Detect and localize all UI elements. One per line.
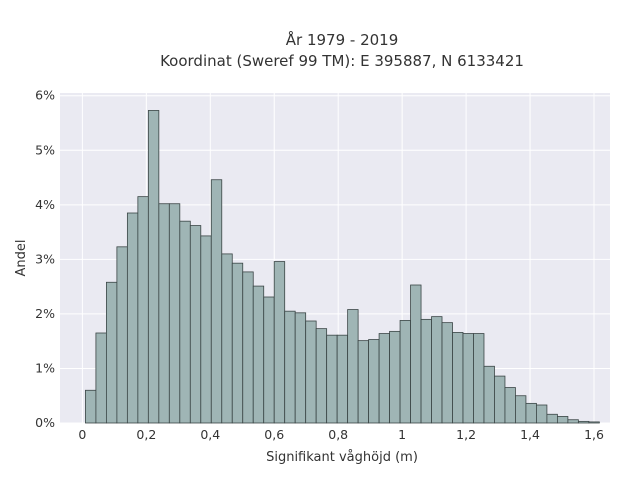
y-tick-label: 5% bbox=[35, 142, 55, 157]
histogram-bar bbox=[336, 334, 349, 424]
histogram-bar bbox=[263, 296, 275, 424]
histogram-bar bbox=[525, 402, 537, 424]
histogram-bar bbox=[515, 395, 527, 424]
histogram-bar bbox=[441, 322, 453, 424]
x-tick-label: 1 bbox=[398, 427, 406, 442]
histogram-bar bbox=[504, 387, 516, 424]
histogram-bar bbox=[399, 320, 411, 424]
histogram-bar bbox=[410, 284, 422, 424]
histogram-bar bbox=[389, 330, 401, 424]
histogram-bar bbox=[116, 246, 128, 424]
histogram-bar bbox=[577, 420, 590, 424]
histogram-bar bbox=[556, 416, 569, 424]
histogram-bar bbox=[546, 413, 558, 424]
histogram-bar bbox=[158, 203, 170, 424]
histogram-bar bbox=[378, 333, 390, 424]
histogram-bar bbox=[179, 220, 191, 424]
histogram-bar bbox=[347, 309, 359, 424]
histogram-bar bbox=[231, 262, 244, 424]
histogram-bar bbox=[368, 339, 380, 424]
y-tick-label: 3% bbox=[35, 251, 55, 266]
histogram-bar bbox=[221, 253, 233, 424]
histogram-bar bbox=[284, 310, 296, 424]
histogram-bar bbox=[200, 235, 212, 424]
x-tick-label: 0 bbox=[78, 427, 86, 442]
y-tick-label: 1% bbox=[35, 360, 55, 375]
histogram-bar bbox=[210, 179, 223, 424]
histogram-bar bbox=[452, 332, 464, 424]
histogram-bar bbox=[431, 316, 443, 424]
histogram-bar bbox=[483, 365, 495, 424]
x-tick-label: 0,4 bbox=[200, 427, 220, 442]
x-tick-label: 1,6 bbox=[584, 427, 604, 442]
histogram-bar bbox=[242, 271, 254, 424]
chart-title: År 1979 - 2019 bbox=[286, 30, 399, 49]
histogram-bar bbox=[189, 225, 202, 424]
x-axis-label: Signifikant våghöjd (m) bbox=[266, 450, 418, 465]
histogram-bar bbox=[126, 212, 139, 424]
histogram-bar bbox=[105, 281, 118, 424]
x-tick-label: 1,2 bbox=[456, 427, 476, 442]
histogram-bar bbox=[588, 421, 600, 424]
chart-subtitle: Koordinat (Sweref 99 TM): E 395887, N 61… bbox=[160, 52, 524, 70]
y-axis-ticks: 0% 1% 2% 3% 4% 5% 6% bbox=[35, 88, 55, 430]
histogram-bar bbox=[326, 334, 338, 424]
y-axis-label: Andel bbox=[14, 240, 29, 277]
histogram-bar bbox=[85, 389, 97, 424]
histogram-bar bbox=[273, 261, 286, 424]
histogram-bar bbox=[536, 404, 548, 424]
x-tick-label: 0,2 bbox=[136, 427, 156, 442]
histogram-bar bbox=[95, 332, 107, 424]
histogram-bar bbox=[294, 312, 307, 424]
y-tick-label: 0% bbox=[35, 415, 55, 430]
bars-group bbox=[85, 110, 600, 424]
histogram-bar bbox=[137, 196, 149, 424]
histogram-bar bbox=[315, 328, 328, 424]
y-tick-label: 2% bbox=[35, 306, 55, 321]
x-tick-label: 1,4 bbox=[520, 427, 540, 442]
histogram-bar bbox=[168, 203, 181, 424]
y-tick-label: 4% bbox=[35, 197, 55, 212]
histogram-bar bbox=[567, 419, 579, 424]
histogram-bar bbox=[305, 320, 317, 424]
y-tick-label: 6% bbox=[35, 88, 55, 103]
histogram-bar bbox=[252, 285, 265, 424]
histogram-bar bbox=[494, 375, 506, 424]
x-tick-label: 0,6 bbox=[264, 427, 284, 442]
x-tick-label: 0,8 bbox=[328, 427, 348, 442]
histogram-bar bbox=[473, 333, 485, 424]
histogram-bar bbox=[462, 333, 474, 424]
histogram-bar bbox=[420, 318, 432, 424]
histogram-bar bbox=[147, 110, 160, 424]
histogram-bar bbox=[357, 340, 370, 424]
x-axis-ticks: 0 0,2 0,4 0,6 0,8 1 1,2 1,4 1,6 bbox=[78, 427, 604, 442]
